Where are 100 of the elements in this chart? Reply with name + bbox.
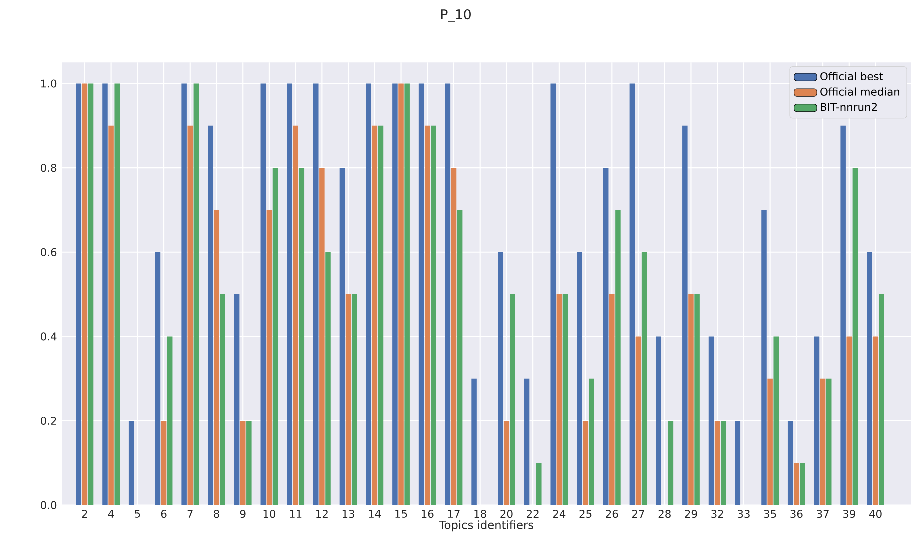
bar	[668, 421, 674, 506]
x-tick-label: 39	[843, 510, 856, 518]
x-tick-label: 9	[240, 510, 246, 518]
x-tick-label: 14	[369, 510, 382, 518]
bar	[108, 126, 114, 506]
bar	[340, 168, 346, 506]
bar	[82, 84, 88, 506]
bar	[457, 210, 463, 506]
x-tick-label: 35	[764, 510, 776, 518]
y-tick-label: 0.0	[41, 501, 57, 510]
x-tick-label: 18	[474, 510, 486, 518]
bar	[299, 168, 305, 506]
bar	[346, 294, 352, 506]
bar	[472, 378, 477, 506]
x-tick-label: 6	[161, 510, 167, 518]
x-tick-label: 16	[422, 510, 434, 518]
bar	[846, 336, 852, 506]
bar	[372, 126, 378, 506]
x-tick-label: 36	[790, 510, 803, 518]
y-tick-label: 0.4	[41, 332, 57, 341]
bar	[873, 336, 878, 506]
x-tick-label: 32	[712, 510, 724, 518]
bar	[867, 252, 872, 506]
bar	[852, 168, 858, 506]
bar	[550, 84, 556, 506]
bar	[820, 378, 826, 506]
bar	[826, 378, 832, 506]
x-tick-label: 24	[553, 510, 566, 518]
bar	[272, 168, 278, 506]
bar	[556, 294, 562, 506]
bar	[76, 84, 82, 506]
bar	[642, 252, 648, 506]
y-tick-label: 0.6	[41, 248, 57, 256]
x-tick-label: 25	[580, 510, 592, 518]
x-tick-label: 8	[214, 510, 220, 518]
bar	[182, 84, 187, 506]
bar	[714, 421, 720, 506]
bar	[562, 294, 568, 506]
bar	[128, 421, 134, 506]
bar	[194, 84, 200, 506]
bar	[708, 336, 714, 506]
bar	[320, 168, 325, 506]
bar	[431, 126, 436, 506]
bar	[840, 126, 846, 506]
bar	[768, 378, 773, 506]
bar	[234, 294, 240, 506]
bar	[510, 294, 516, 506]
bar	[583, 421, 588, 506]
bar	[161, 421, 167, 506]
bar	[260, 84, 266, 506]
bar	[240, 421, 246, 506]
bar	[167, 336, 173, 506]
x-tick-label: 33	[738, 510, 750, 518]
bar	[114, 84, 120, 506]
y-tick-label: 1.0	[42, 80, 57, 88]
x-tick-label: 40	[869, 510, 882, 518]
bar	[589, 378, 594, 506]
bar	[610, 294, 615, 506]
x-tick-label: 2	[82, 510, 88, 518]
bar	[214, 210, 220, 506]
x-tick-label: 4	[108, 510, 114, 518]
bar	[636, 336, 642, 506]
bar	[266, 210, 272, 506]
x-tick-label: 17	[448, 510, 460, 518]
x-tick-label: 12	[316, 510, 328, 518]
x-tick-label: 15	[396, 510, 408, 518]
bar	[656, 336, 662, 506]
x-tick-label: 22	[527, 510, 539, 518]
bar	[378, 126, 384, 506]
x-tick-label: 28	[658, 510, 671, 518]
bar	[794, 463, 800, 506]
bar	[424, 126, 430, 506]
bar	[313, 84, 319, 506]
bar	[721, 421, 726, 506]
x-tick-label: 37	[817, 510, 829, 518]
bar	[536, 463, 542, 506]
bar	[616, 210, 621, 506]
bar	[630, 84, 636, 506]
bar	[418, 84, 424, 506]
legend-label: BIT-nnrun2	[821, 103, 878, 112]
bar	[366, 84, 372, 506]
bar	[788, 421, 794, 506]
bar	[603, 168, 609, 506]
legend-label: Official median	[820, 88, 900, 96]
bar	[392, 84, 398, 506]
bar	[577, 252, 582, 506]
bar	[814, 336, 820, 506]
bar	[688, 294, 694, 506]
bar	[694, 294, 700, 506]
bar	[524, 378, 530, 506]
bar	[762, 210, 767, 506]
bar	[352, 294, 358, 506]
bar	[445, 84, 451, 506]
bar	[188, 126, 194, 506]
x-tick-label: 29	[685, 510, 698, 518]
bar	[451, 168, 457, 506]
x-tick-label: 13	[342, 510, 354, 518]
bar	[498, 252, 504, 506]
bar	[682, 126, 688, 506]
bar	[102, 84, 108, 506]
